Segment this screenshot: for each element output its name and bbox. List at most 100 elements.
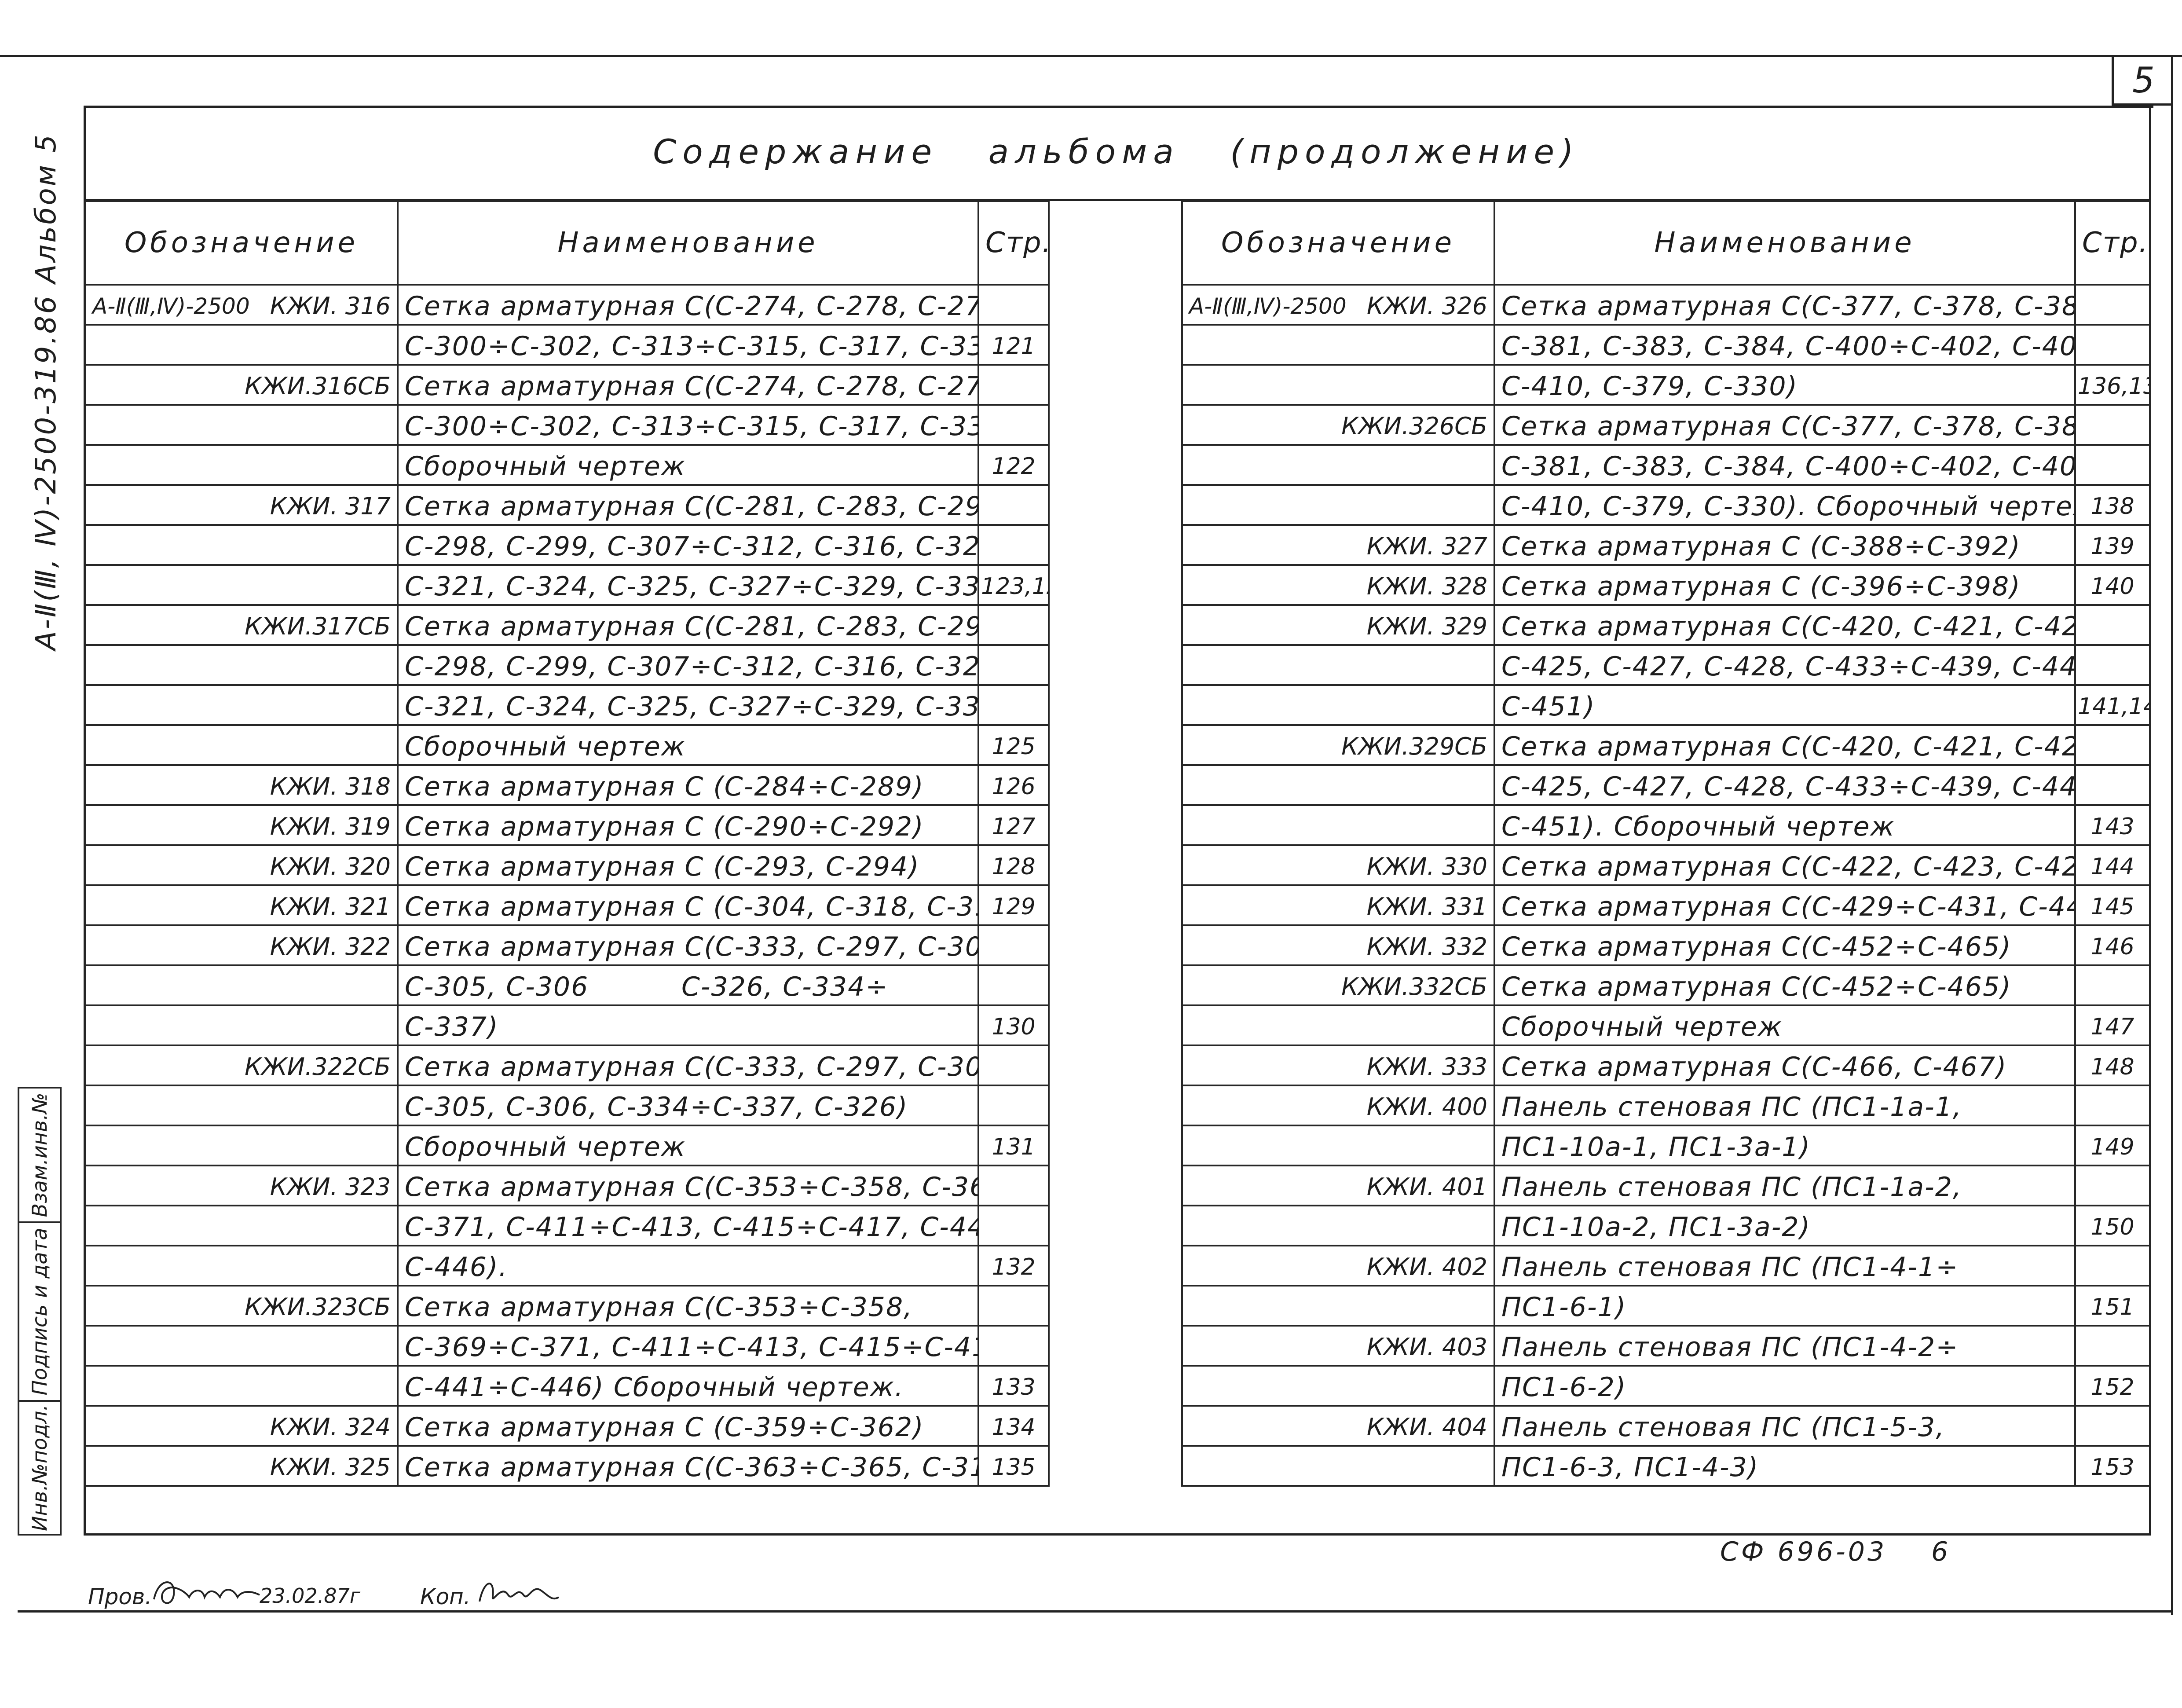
page-cell [978,284,1050,326]
table-row: С-300÷С-302, С-313÷С-315, С-317, С-331) [84,404,1050,446]
name-cell: С-371, С-411÷С-413, С-415÷С-417, С-441÷ [397,1205,979,1246]
designation-cell: А-Ⅱ(Ⅲ,Ⅳ)-2500 КЖИ. 326 [1181,284,1495,326]
page-cell [978,364,1050,406]
designation-code: КЖИ. 325 [270,1453,391,1481]
designation-cell: КЖИ. 321 [84,884,399,926]
page-cell: 125 [978,724,1050,766]
name-cell: Сетка арматурная С (С-284÷С-289) [397,764,979,806]
page-cell: 143 [2074,804,2151,846]
designation-cell: КЖИ. 400 [1181,1085,1495,1126]
table-row: С-381, С-383, С-384, С-400÷С-402, С-404÷ [1181,444,2151,486]
name-cell: Сетка арматурная С(С-420, С-421, С-424, [1494,604,2076,646]
page-cell [2074,324,2151,366]
name-cell: ПС1-6-3, ПС1-4-3) [1494,1445,2076,1487]
page-cell [978,644,1050,686]
page-cell: 133 [978,1365,1050,1407]
designation-code: КЖИ. 322 [270,933,391,960]
side-label: А-Ⅱ(Ⅲ, Ⅳ)-2500-319.86 Альбом 5 [30,133,62,650]
designation-cell: КЖИ.316СБ [84,364,399,406]
table-row: КЖИ. 404 Панель стеновая ПС (ПС1-5-3, [1181,1405,2151,1447]
header-name: Наименование [1494,200,2076,286]
page-cell [978,604,1050,646]
series-prefix: А-Ⅱ(Ⅲ,Ⅳ)-2500 [1189,293,1347,319]
designation-code: КЖИ. 320 [270,853,391,880]
table-row: КЖИ. 403 Панель стеновая ПС (ПС1-4-2÷ [1181,1325,2151,1367]
table-row: ПС1-6-2) 152 [1181,1365,2151,1407]
name-cell: Сборочный чертеж [1494,1004,2076,1046]
table-row: КЖИ. 325 Сетка арматурная С(С-363÷С-365, … [84,1445,1050,1487]
designation-cell: КЖИ. 318 [84,764,399,806]
table-row: ПС1-6-3, ПС1-4-3) 153 [1181,1445,2151,1487]
designation-cell [84,1085,399,1126]
designation-cell [1181,444,1495,486]
name-cell: С-451). Сборочный чертеж [1494,804,2076,846]
page-cell: 122 [978,444,1050,486]
designation-cell [1181,484,1495,526]
table-row: ПС1-6-1) 151 [1181,1285,2151,1327]
table-row: ПС1-10а-2, ПС1-3а-2) 150 [1181,1205,2151,1246]
page-cell: 128 [978,844,1050,886]
page-cell [2074,1165,2151,1206]
name-cell: С-321, С-324, С-325, С-327÷С-329, С-332) [397,564,979,606]
designation-cell: КЖИ. 333 [1181,1045,1495,1086]
footer-document-code: СФ 696-03 [1720,1536,1887,1567]
designation-cell [84,644,399,686]
designation-code: КЖИ. 403 [1366,1333,1487,1361]
table-row: А-Ⅱ(Ⅲ,Ⅳ)-2500 КЖИ. 316 Сетка арматурная С(… [84,284,1050,326]
designation-code: КЖИ.316СБ [245,372,391,400]
table-row: С-369÷С-371, С-411÷С-413, С-415÷С-417, [84,1325,1050,1367]
designation-cell [1181,1365,1495,1407]
name-cell: С-410, С-379, С-330) [1494,364,2076,406]
name-cell: Панель стеновая ПС (ПС1-1а-2, [1494,1165,2076,1206]
name-cell: ПС1-10а-2, ПС1-3а-2) [1494,1205,2076,1246]
table-row: С-446). 132 [84,1245,1050,1286]
designation-code: КЖИ. 324 [270,1413,391,1441]
footer-page-number: 6 [1931,1536,1948,1567]
designation-cell [1181,364,1495,406]
name-cell: Сетка арматурная С(С-420, С-421, С-424, [1494,724,2076,766]
left-header-row: Обозначение Наименование Стр. [84,200,1050,286]
page-cell [2074,1085,2151,1126]
page-cell: 140 [2074,564,2151,606]
table-row: КЖИ. 333 Сетка арматурная С(С-466, С-467)… [1181,1045,2151,1086]
name-cell: Сетка арматурная С (С-290÷С-292) [397,804,979,846]
table-row: КЖИ. 323 Сетка арматурная С(С-353÷С-358, … [84,1165,1050,1206]
name-cell: ПС1-10а-1, ПС1-3а-1) [1494,1125,2076,1166]
page-cell: 138 [2074,484,2151,526]
designation-code: КЖИ.329СБ [1341,733,1487,760]
designation-cell [84,1245,399,1286]
designation-cell: КЖИ. 331 [1181,884,1495,926]
table-row: С-298, С-299, С-307÷С-312, С-316, С-320, [84,644,1050,686]
designation-code: КЖИ. 402 [1366,1253,1487,1281]
designation-code: КЖИ. 321 [270,893,391,920]
designation-code: КЖИ. 328 [1366,572,1487,600]
sheet-number: 5 [2132,60,2155,101]
table-row: Сборочный чертеж 122 [84,444,1050,486]
designation-code: КЖИ.332СБ [1341,973,1487,1001]
page-cell [2074,404,2151,446]
stamp-cell-signature: Подпись и дата [18,1221,62,1402]
name-cell: С-446). [397,1245,979,1286]
name-cell: С-305, С-306, С-334÷С-337, С-326) [397,1085,979,1126]
page-cell [2074,764,2151,806]
name-cell: Панель стеновая ПС (ПС1-4-2÷ [1494,1325,2076,1367]
page-cell [978,1205,1050,1246]
table-row: Сборочный чертеж 131 [84,1125,1050,1166]
page-cell: 145 [2074,884,2151,926]
table-row: КЖИ. 320 Сетка арматурная С (С-293, С-294… [84,844,1050,886]
stamp-replacement-label: Взам.инв.№ [28,1092,51,1217]
designation-cell: КЖИ. 327 [1181,524,1495,566]
page-cell [2074,644,2151,686]
name-cell: Сетка арматурная С(С-466, С-467) [1494,1045,2076,1086]
name-cell: Сетка арматурная С(С-274, С-278, С-279, [397,284,979,326]
name-cell: С-337) [397,1004,979,1046]
page-cell: 129 [978,884,1050,926]
name-cell: Сетка арматурная С(С-422, С-423, С-426) [1494,844,2076,886]
main-frame-right [2149,106,2151,1536]
table-row: КЖИ.317СБ Сетка арматурная С(С-281, С-283… [84,604,1050,646]
table-row: КЖИ. 328 Сетка арматурная С (С-396÷С-398)… [1181,564,2151,606]
name-cell: Сетка арматурная С (С-293, С-294) [397,844,979,886]
table-row: КЖИ. 319 Сетка арматурная С (С-290÷С-292)… [84,804,1050,846]
page-cell [2074,604,2151,646]
designation-cell: КЖИ. 329 [1181,604,1495,646]
